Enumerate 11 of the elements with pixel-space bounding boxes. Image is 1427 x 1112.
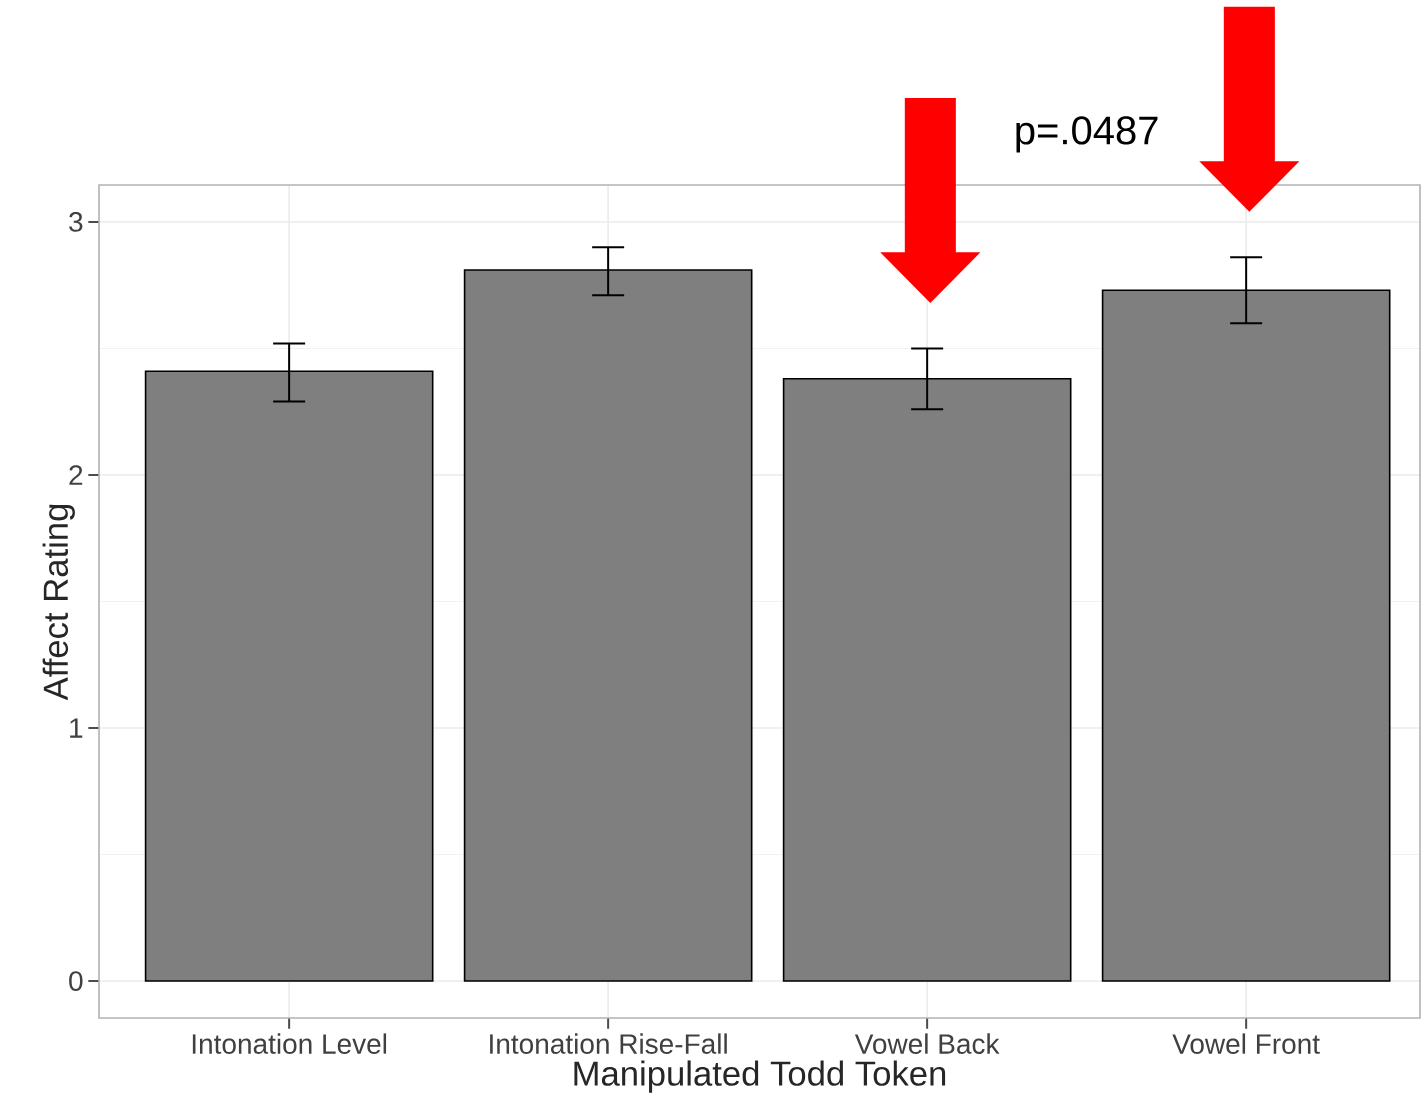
y-axis-title: Affect Rating — [42, 504, 75, 701]
y-tick-label: 1 — [70, 718, 83, 738]
y-tick-label: 2 — [69, 465, 83, 485]
x-axis-title: Manipulated Todd Token — [574, 1060, 946, 1093]
x-tick-label: Vowel Front — [1172, 1033, 1320, 1054]
x-tick-label: Vowel Back — [854, 1033, 1000, 1054]
y-tick-label: 0 — [69, 971, 83, 991]
x-tick-label: Intonation Rise-Fall — [490, 1033, 727, 1054]
text: p=.0487 — [1016, 116, 1158, 153]
y-tick-label: 3 — [69, 212, 83, 232]
x-tick-label: Intonation Level — [192, 1033, 387, 1054]
